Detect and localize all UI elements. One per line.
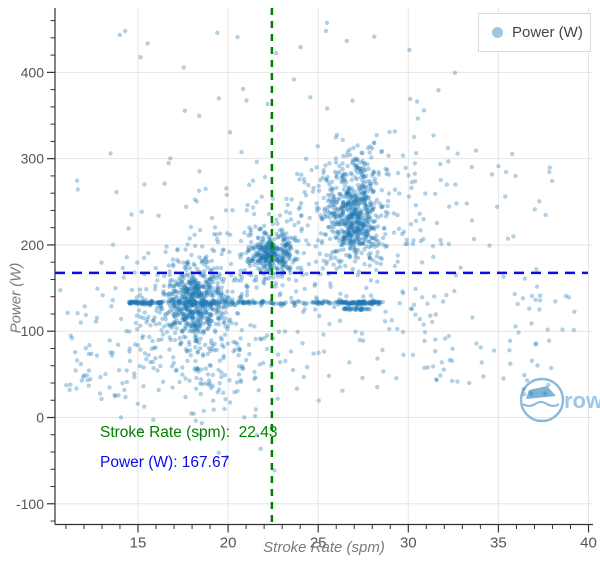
x-tick-label: 15	[130, 535, 147, 552]
y-tick-label: 400	[21, 64, 45, 80]
grid-lines	[55, 8, 593, 525]
y-tick-label: 200	[21, 237, 45, 253]
reference-lines	[55, 8, 588, 525]
x-tick-label: 25	[310, 535, 327, 552]
power-annotation: Power (W): 167.67	[100, 454, 230, 471]
legend-marker-icon	[492, 27, 503, 38]
legend-label: Power (W)	[512, 24, 583, 41]
axes: 15 20 25 30 35 40 -100 0 100 200 300 400	[16, 8, 597, 552]
stroke-rate-annotation: Stroke Rate (spm): 22.43	[100, 424, 278, 441]
legend[interactable]: Power (W)	[478, 13, 591, 52]
y-tick-label: 300	[21, 151, 45, 167]
x-axis-title: Stroke Rate (spm)	[263, 539, 385, 556]
data-points	[58, 20, 577, 473]
x-tick-label: 20	[220, 535, 237, 552]
watermark-text: rows	[564, 388, 600, 413]
y-tick-label: 100	[21, 323, 45, 339]
x-tick-label: 35	[490, 535, 507, 552]
y-tick-label: -100	[16, 496, 44, 512]
rowsandall-watermark-logo: rows	[519, 377, 600, 423]
y-axis-title: Power (W)	[7, 262, 25, 334]
y-tick-label: 0	[36, 410, 44, 426]
x-tick-label: 40	[580, 535, 597, 552]
x-tick-label: 30	[400, 535, 417, 552]
